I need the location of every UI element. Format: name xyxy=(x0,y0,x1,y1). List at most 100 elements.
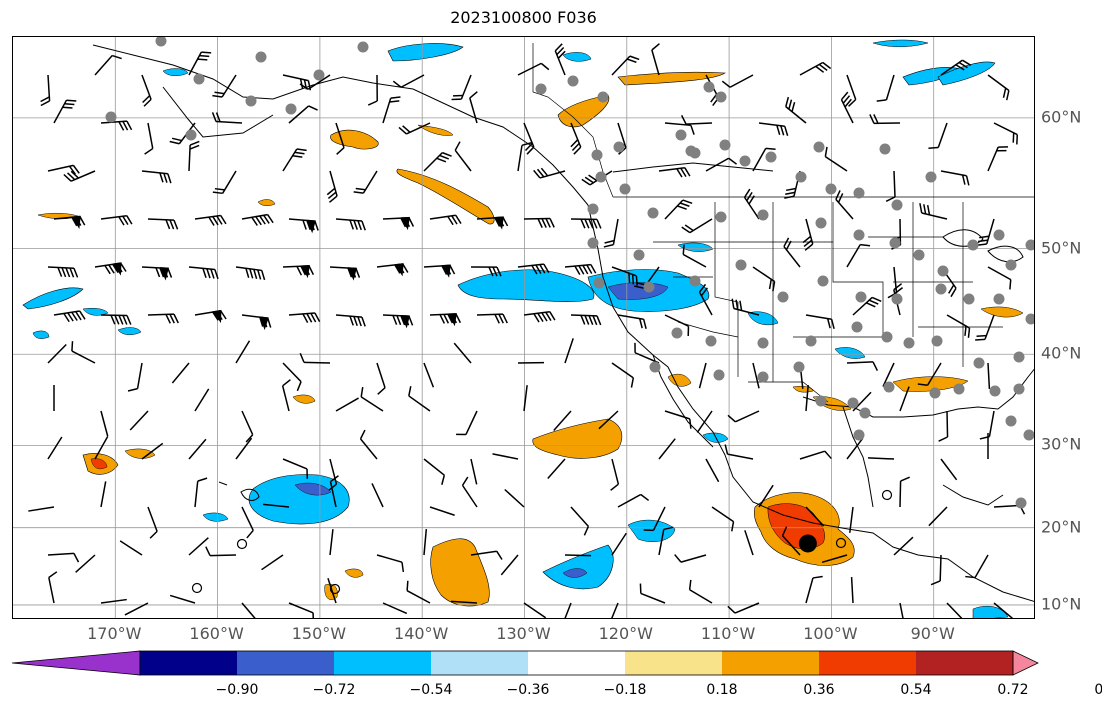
wind-barb xyxy=(188,438,207,460)
wind-barb xyxy=(119,540,143,556)
wind-barb xyxy=(643,506,666,532)
wind-barb xyxy=(885,170,896,202)
wind-barb xyxy=(406,580,431,604)
negative-anomaly-region xyxy=(162,68,189,76)
station-marker xyxy=(357,41,369,53)
wind-barb xyxy=(47,164,80,175)
circle-marker xyxy=(881,489,893,501)
wind-barb xyxy=(469,91,478,124)
negative-anomaly-region xyxy=(562,52,592,62)
wind-barb xyxy=(129,410,149,431)
station-marker xyxy=(643,281,655,293)
station-marker xyxy=(859,407,871,419)
station-marker xyxy=(567,75,579,87)
station-marker xyxy=(993,229,1005,241)
wind-barb xyxy=(100,481,107,508)
station-marker xyxy=(1013,383,1025,395)
negative-anomaly-region xyxy=(457,269,595,302)
wind-barb xyxy=(634,342,660,364)
colorbar-swatch xyxy=(431,651,529,675)
wind-barb xyxy=(235,340,251,364)
wind-barb xyxy=(564,554,592,557)
wind-barb xyxy=(523,602,547,618)
storm-center-marker[interactable] xyxy=(798,534,817,553)
negative-anomaly-region xyxy=(202,512,229,522)
wind-barb xyxy=(554,43,566,76)
wind-barb xyxy=(429,506,455,516)
station-marker xyxy=(313,69,325,81)
wind-barb xyxy=(451,600,478,604)
wind-barb xyxy=(688,579,713,604)
station-marker xyxy=(853,187,865,199)
wind-barb xyxy=(651,43,660,76)
wind-barb xyxy=(846,361,879,371)
wind-barb xyxy=(570,218,602,229)
wind-barb xyxy=(188,537,209,556)
wind-barb xyxy=(975,314,995,341)
colorbar-swatch xyxy=(334,651,432,675)
wind-barb xyxy=(938,410,949,442)
station-marker xyxy=(777,291,789,303)
wind-barb xyxy=(141,170,172,184)
colorbar-tick-label: 0.18 xyxy=(706,682,738,698)
wind-barb xyxy=(194,388,210,412)
station-marker xyxy=(891,199,903,211)
wind-barb xyxy=(241,506,254,539)
wind-barb xyxy=(783,237,801,268)
wind-barb xyxy=(100,214,133,226)
wind-barb xyxy=(724,444,754,460)
station-marker xyxy=(1005,415,1017,427)
wind-barb xyxy=(598,410,619,430)
wind-barb xyxy=(940,170,970,186)
wind-barb xyxy=(169,594,196,604)
latitude-tick-label: 20°N xyxy=(1041,517,1082,537)
wind-barb xyxy=(141,74,152,107)
station-marker xyxy=(815,217,827,229)
wind-barb xyxy=(867,457,895,460)
wind-barb xyxy=(523,385,528,412)
wind-barb xyxy=(171,362,190,384)
wind-barb xyxy=(492,453,519,460)
station-marker xyxy=(853,229,865,241)
wind-barb xyxy=(327,578,337,604)
wind-barb xyxy=(846,74,857,107)
wind-barb xyxy=(611,55,640,76)
negative-anomaly-region xyxy=(677,242,714,252)
wind-barb xyxy=(821,554,848,564)
wind-barb xyxy=(523,310,556,323)
station-marker xyxy=(963,293,975,305)
wind-barb xyxy=(682,244,707,268)
colorbar-swatch xyxy=(528,651,626,675)
station-marker xyxy=(675,129,687,141)
station-marker xyxy=(795,171,807,183)
circle-marker xyxy=(236,538,248,550)
wind-barb xyxy=(639,583,666,604)
wind-barb xyxy=(429,313,462,327)
wind-barb xyxy=(721,74,754,88)
longitude-tick-label: 130°W xyxy=(496,624,551,643)
wind-barb xyxy=(849,506,854,533)
wind-barb xyxy=(453,342,472,364)
colorbar-tick-label: 0.72 xyxy=(997,682,1029,698)
map-canvas[interactable] xyxy=(13,37,1035,619)
wind-barb xyxy=(470,266,502,277)
wind-barb xyxy=(288,602,315,618)
wind-barb xyxy=(727,602,760,614)
wind-barb xyxy=(263,503,290,508)
wind-barb xyxy=(75,554,96,573)
negative-anomaly-region xyxy=(387,43,464,62)
station-marker xyxy=(587,203,599,215)
map-panel[interactable] xyxy=(12,36,1035,619)
wind-barb xyxy=(205,546,237,557)
wind-barb xyxy=(288,105,318,124)
station-marker xyxy=(765,151,777,163)
wind-barb xyxy=(241,602,260,618)
latitude-tick-label: 10°N xyxy=(1041,594,1082,614)
wind-barb xyxy=(63,170,96,182)
station-marker xyxy=(587,237,599,249)
wind-barb xyxy=(727,410,760,423)
station-marker xyxy=(891,293,903,305)
wind-barb xyxy=(28,506,55,512)
wind-barb xyxy=(100,598,127,604)
wind-barb xyxy=(711,506,735,532)
